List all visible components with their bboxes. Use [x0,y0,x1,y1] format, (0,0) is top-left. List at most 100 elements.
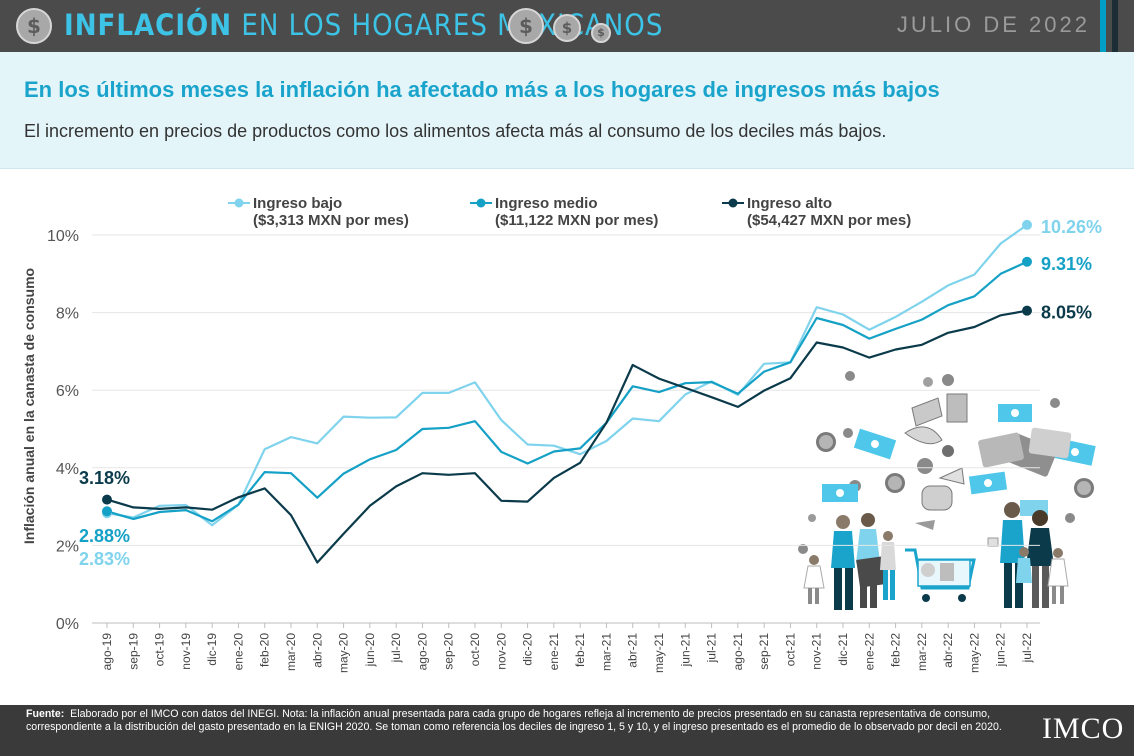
coin-icon [843,428,853,438]
x-tick-label: feb-22 [889,633,903,667]
x-tick-label: ene-22 [862,633,876,671]
x-tick-label: oct-21 [783,633,797,667]
x-tick-label: sep-19 [126,633,140,670]
x-axis: ago-19 sep-19 oct-19 nov-19 dic-19 ene-20 feb-… [92,622,1040,673]
x-tick-label: mar-22 [915,633,929,671]
series-lines [102,219,1032,564]
end-point-marker [1022,305,1032,316]
coin-icon [1074,478,1094,498]
y-tick-label: 4% [56,461,79,478]
headline: En los últimos meses la inflación ha afe… [24,77,940,102]
x-tick-label: abr-22 [941,633,955,668]
end-point-marker [1022,256,1032,267]
x-tick-label: abr-20 [310,633,324,668]
start-point-marker [102,494,112,505]
end-value-label: 8.05% [1041,303,1092,323]
y-tick-label: 2% [56,538,79,555]
start-value-label: 2.83% [79,549,130,569]
credit-card-icon [978,427,1072,477]
inflation-line-chart: ago-19 sep-19 oct-19 nov-19 dic-19 ene-20 feb-… [21,195,1102,673]
x-tick-label: nov-19 [179,633,193,670]
source-label: Fuente: [26,708,65,720]
y-tick-label: 0% [56,616,79,633]
y-tick-label: 10% [47,228,79,245]
x-tick-label: may-21 [652,633,666,673]
legend: Ingreso bajo($3,313 MXN por mes) Ingreso … [228,195,911,229]
end-value-label: 10.26% [1041,217,1102,237]
source-text: Elaborado por el IMCO con datos del INEG… [26,708,1002,733]
title-bold: INFLACIÓN [64,8,233,42]
x-tick-label: dic-19 [205,633,219,666]
x-tick-label: mar-21 [599,633,613,671]
x-tick-label: abr-21 [626,633,640,668]
end-value-label: 9.31% [1041,254,1092,274]
legend-sublabel: ($54,427 MXN por mes) [747,212,911,229]
coin-icon [1065,513,1075,523]
legend-swatch-marker [234,198,244,208]
series-line [106,260,1028,523]
start-value-label: 3.18% [79,468,130,488]
dollar-coin-icon: $ [16,8,52,44]
coin-icon [885,473,905,493]
family-figures [803,513,896,610]
groceries-icon [904,374,968,530]
x-tick-label: ago-19 [100,633,114,671]
end-point-marker [1022,219,1032,230]
household-shopping-illustration [798,371,1096,610]
dollar-coin-icon: $ [553,14,581,42]
x-tick-label: dic-20 [521,633,535,666]
coin-icon [808,514,816,522]
subheader-panel [0,52,1134,169]
coin-icon [798,544,808,554]
y-axis: 0% 2% 4% 6% 8% 10% Inflación anual en la canas… [21,228,79,633]
bill-icon [968,471,1008,495]
x-tick-label: may-22 [967,633,981,673]
x-tick-label: feb-21 [573,633,587,667]
y-tick-label: 8% [56,306,79,323]
x-tick-label: dic-21 [836,633,850,666]
legend-label: Ingreso alto [747,195,832,212]
start-point-marker [102,506,112,517]
y-axis-title: Inflación anual en la canasta de consumo [21,268,37,544]
x-tick-label: may-20 [337,633,351,673]
bill-icon [998,404,1032,422]
x-tick-label: mar-20 [284,633,298,671]
x-tick-label: ene-20 [231,633,245,671]
legend-label: Ingreso medio [495,195,598,212]
x-tick-label: ago-20 [415,633,429,671]
dollar-coin-icon: $ [508,8,544,44]
dollar-coin-icon: $ [591,23,611,43]
x-tick-label: jun-21 [678,633,692,668]
x-tick-label: nov-20 [494,633,508,670]
source-note: Fuente: Elaborado por el IMCO con datos … [26,708,1016,734]
x-tick-label: sep-20 [442,633,456,670]
x-tick-label: oct-19 [153,633,167,667]
start-value-label: 2.88% [79,526,130,546]
y-tick-label: 6% [56,383,79,400]
data-labels: 3.18% 2.88% 2.83% 10.26% 9.31% 8.05% [79,217,1102,569]
legend-label: Ingreso bajo [253,195,342,212]
subheadline: El incremento en precios de productos co… [24,121,887,141]
x-tick-label: ene-21 [547,633,561,671]
coin-icon [1050,398,1060,408]
shopping-cart-icon [905,548,976,602]
legend-swatch-marker [476,198,486,208]
x-tick-label: jun-20 [363,633,377,668]
x-tick-label: oct-20 [468,633,482,667]
legend-sublabel: ($3,313 MXN por mes) [253,212,409,229]
coin-icon [845,371,855,381]
legend-sublabel: ($11,122 MXN por mes) [495,212,658,229]
coin-icon [816,432,836,452]
series-line [106,309,1028,564]
bill-icon [853,428,897,460]
x-tick-label: sep-21 [757,633,771,670]
x-tick-label: jul-20 [389,633,403,664]
accent-stripe [1100,0,1106,52]
footer-bar [0,705,1134,756]
x-tick-label: jul-21 [705,633,719,664]
x-tick-label: feb-20 [258,633,272,667]
x-tick-label: ago-21 [731,633,745,671]
legend-swatch-marker [728,198,738,208]
report-date: JULIO DE 2022 [896,12,1090,37]
x-tick-label: nov-21 [810,633,824,670]
